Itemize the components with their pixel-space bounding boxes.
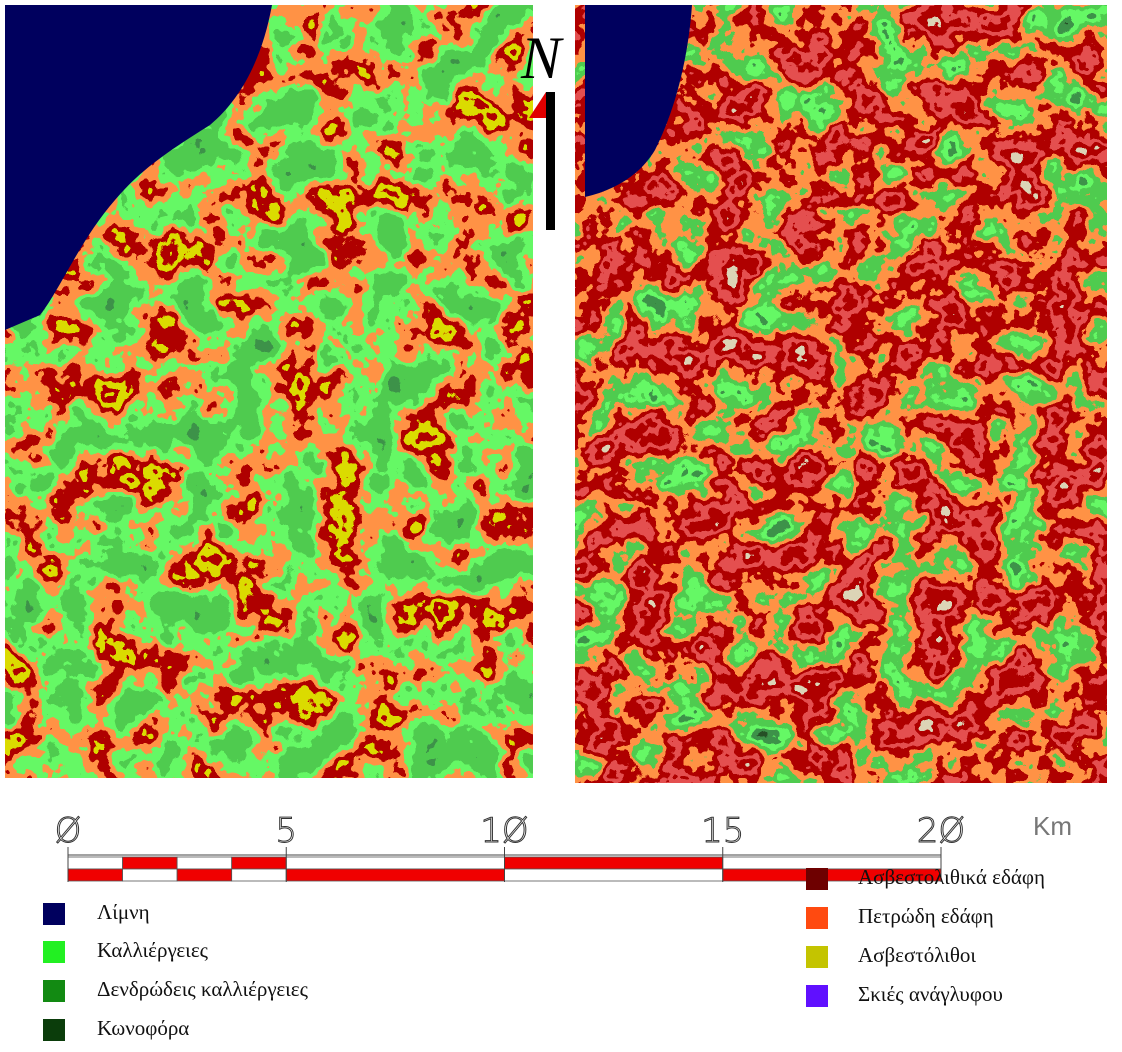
scale-label: 1Ø: [480, 811, 528, 851]
scale-segment: [232, 857, 287, 869]
legend-swatch: [806, 907, 828, 929]
north-label: N: [520, 25, 564, 91]
legend-label: Ασβεστολιθικά εδάφη: [858, 865, 1045, 889]
scale-segment: [68, 869, 123, 881]
scale-segment: [505, 869, 723, 881]
legend-swatch: [806, 985, 828, 1007]
scale-label: Ø: [55, 811, 82, 851]
legend-label: Πετρώδη εδάφη: [858, 904, 994, 928]
scale-segment: [177, 857, 232, 869]
legend-label: Λίμνη: [97, 900, 150, 924]
scale-segment: [286, 869, 504, 881]
scale-segment: [123, 857, 178, 869]
left-map: [5, 5, 533, 778]
arrow-shaft: [546, 92, 555, 230]
scale-label: 2Ø: [917, 811, 965, 851]
legend-swatch: [43, 941, 65, 963]
legend-swatch: [43, 903, 65, 925]
scale-segment: [505, 857, 723, 869]
scale-unit: Km: [1033, 811, 1072, 841]
right-map: [575, 5, 1107, 783]
map-figure: N Ø 5 1Ø 15 2Ø Km Λίμνη Καλλιέργειες Δενδρώδεις…: [0, 0, 1122, 1052]
legend-label: Σκιές ανάγλυφου: [858, 982, 1003, 1006]
legend-swatch: [43, 1019, 65, 1041]
legend-label: Καλλιέργειες: [97, 938, 209, 962]
legend: Λίμνη Καλλιέργειες Δενδρώδεις καλλιέργειες…: [43, 865, 1045, 1041]
legend-swatch: [806, 946, 828, 968]
scale-segment: [123, 869, 178, 881]
scale-label: 15: [701, 811, 744, 851]
legend-swatch: [806, 868, 828, 890]
scale-segment: [68, 857, 123, 869]
scale-segment: [286, 857, 504, 869]
scale-segment: [177, 869, 232, 881]
legend-swatch: [43, 980, 65, 1002]
scale-label: 5: [275, 811, 297, 851]
legend-label: Δενδρώδεις καλλιέργειες: [97, 977, 309, 1001]
legend-label: Ασβεστόλιθοι: [858, 943, 976, 967]
legend-label: Κωνοφόρα: [97, 1016, 189, 1040]
scale-segment: [232, 869, 287, 881]
